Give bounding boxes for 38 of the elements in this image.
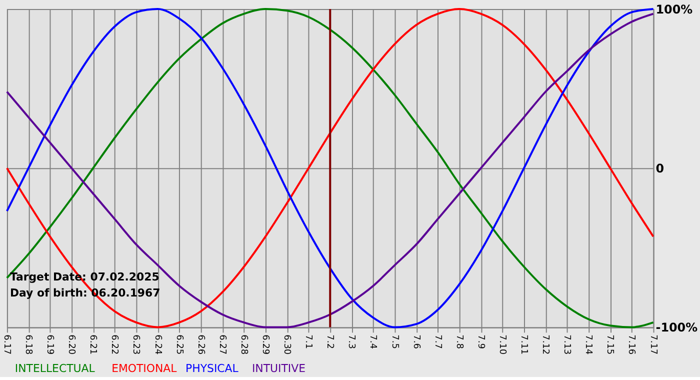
x-tick-label: 6.24: [152, 334, 162, 355]
text: INTELLECTUAL: [14, 362, 96, 375]
x-tick-label: 7.1: [303, 334, 314, 349]
x-tick-label: 7.6: [410, 334, 421, 350]
x-tick-label: 6.22: [109, 334, 120, 355]
x-tick-label: 7.15: [604, 334, 615, 355]
x-tick-label: 6.29: [260, 334, 270, 355]
x-tick-label: 7.9: [475, 334, 486, 350]
x-tick-label: 7.8: [454, 334, 464, 350]
x-tick-label: 6.23: [130, 334, 141, 355]
y-tick-label: 0: [656, 162, 664, 176]
x-tick-label: 6.20: [66, 334, 76, 355]
text: INTUITIVE: [252, 362, 306, 375]
y-tick-label: 100%: [656, 2, 693, 16]
x-tick-label: 6.26: [195, 334, 206, 355]
x-tick-label: 6.30: [282, 334, 292, 355]
x-tick-label: 7.3: [346, 334, 356, 349]
x-tick-label: 7.12: [540, 334, 550, 355]
x-tick-label: 7.5: [389, 334, 400, 349]
x-tick-label: 7.2: [324, 334, 335, 349]
x-tick-label: 6.27: [216, 334, 227, 355]
text: PHYSICAL: [186, 362, 240, 375]
x-tick-label: 7.16: [626, 334, 636, 355]
x-tick-label: 6.18: [23, 334, 34, 355]
x-tick-label: 6.21: [88, 334, 98, 355]
x-tick-label: 7.7: [432, 334, 442, 349]
x-tick-label: 6.19: [44, 334, 55, 355]
x-tick-label: 7.17: [648, 334, 658, 355]
x-tick-label: 6.25: [174, 334, 184, 355]
x-tick-label: 7.10: [496, 334, 507, 355]
text: EMOTIONAL: [112, 362, 178, 375]
y-tick-label: -100%: [656, 320, 698, 335]
x-tick-label: 7.11: [518, 334, 529, 355]
x-tick-label: 7.13: [562, 334, 572, 355]
x-tick-label: 6.17: [1, 334, 12, 355]
x-tick-label: 7.14: [583, 334, 594, 355]
x-tick-label: 7.4: [368, 334, 378, 350]
x-tick-label: 6.28: [238, 334, 248, 355]
